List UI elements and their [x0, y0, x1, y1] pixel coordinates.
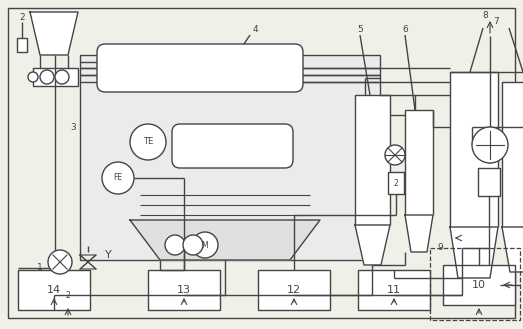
Text: 3: 3 — [70, 123, 76, 133]
Bar — [258, 270, 330, 310]
Bar — [355, 95, 390, 225]
Text: 8: 8 — [482, 11, 488, 19]
Text: 10: 10 — [472, 280, 486, 290]
Circle shape — [385, 145, 405, 165]
Circle shape — [55, 70, 69, 84]
Polygon shape — [130, 220, 320, 260]
Text: FE: FE — [113, 173, 122, 183]
Bar — [478, 168, 500, 196]
Bar — [502, 82, 523, 227]
FancyBboxPatch shape — [97, 44, 303, 92]
Text: 4: 4 — [252, 26, 258, 35]
Circle shape — [183, 235, 203, 255]
Circle shape — [40, 70, 54, 84]
Polygon shape — [502, 227, 523, 272]
FancyBboxPatch shape — [172, 124, 293, 168]
Polygon shape — [405, 215, 433, 252]
Text: 12: 12 — [287, 285, 301, 295]
Bar — [33, 68, 78, 86]
Text: 5: 5 — [357, 26, 363, 35]
Text: 11: 11 — [387, 285, 401, 295]
Circle shape — [28, 72, 38, 82]
Bar — [405, 110, 433, 215]
Bar — [80, 55, 380, 260]
Text: 14: 14 — [47, 285, 61, 295]
Bar — [358, 270, 430, 310]
Bar — [388, 172, 404, 194]
Text: 2: 2 — [65, 291, 70, 299]
Text: 13: 13 — [177, 285, 191, 295]
Text: 7: 7 — [493, 17, 499, 27]
Text: 2: 2 — [394, 179, 399, 188]
Bar — [430, 248, 520, 320]
Bar — [60, 285, 76, 305]
Circle shape — [472, 127, 508, 163]
Polygon shape — [355, 225, 390, 265]
Text: 9: 9 — [437, 243, 443, 252]
Bar — [450, 72, 498, 227]
Text: 6: 6 — [402, 26, 408, 35]
Text: M: M — [202, 240, 208, 249]
Polygon shape — [30, 12, 78, 55]
Circle shape — [48, 250, 72, 274]
Text: 2: 2 — [19, 13, 25, 22]
Bar — [443, 265, 515, 305]
Bar — [148, 270, 220, 310]
Bar — [17, 38, 27, 52]
Circle shape — [130, 124, 166, 160]
Circle shape — [165, 235, 185, 255]
Bar — [18, 270, 90, 310]
Text: TE: TE — [143, 138, 153, 146]
Polygon shape — [450, 227, 498, 278]
Circle shape — [102, 162, 134, 194]
Circle shape — [192, 232, 218, 258]
Text: 1: 1 — [37, 264, 43, 272]
Text: Y: Y — [105, 250, 111, 260]
